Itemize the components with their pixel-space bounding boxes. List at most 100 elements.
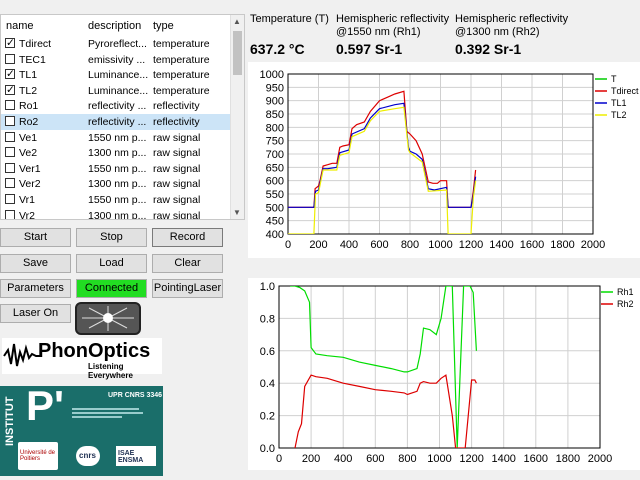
row-type: raw signal <box>153 131 201 144</box>
table-row[interactable]: Ve1 1550 nm p... raw signal <box>1 130 231 146</box>
record-button[interactable]: Record <box>152 228 223 247</box>
table-row[interactable]: ✓ TL2 Luminance... temperature <box>1 83 231 99</box>
x-tick-label: 200 <box>302 453 320 465</box>
row-checkbox[interactable] <box>5 194 15 204</box>
row-name: Vr2 <box>19 209 35 220</box>
table-row[interactable]: Vr1 1550 nm p... raw signal <box>1 192 231 208</box>
y-tick-label: 550 <box>266 189 284 201</box>
table-row[interactable]: Vr2 1300 nm p... raw signal <box>1 208 231 220</box>
table-row[interactable]: Ro2 reflectivity ... reflectivity <box>1 114 231 130</box>
scroll-down-icon[interactable]: ▼ <box>233 208 241 217</box>
parameters-button[interactable]: Parameters <box>0 279 71 298</box>
x-tick-label: 600 <box>366 453 384 465</box>
row-description: 1300 nm p... <box>88 209 147 220</box>
institut-text: INSTITUT <box>4 396 16 447</box>
row-checkbox[interactable] <box>5 116 15 126</box>
save-button[interactable]: Save <box>0 254 71 273</box>
x-tick-label: 2000 <box>588 453 612 465</box>
row-type: reflectivity <box>153 116 200 128</box>
header-description[interactable]: description <box>88 20 142 32</box>
table-row[interactable]: Ro1 reflectivity ... reflectivity <box>1 98 231 114</box>
row-description: reflectivity ... <box>88 116 147 128</box>
header-type[interactable]: type <box>153 20 174 32</box>
isae-ensma-text: ISAE ENSMA <box>118 450 144 464</box>
row-checkbox[interactable] <box>5 178 15 189</box>
reflectivity-chart[interactable]: 0 200 400 600 800 1000 1200 1400 1600 1800 2000 0.0… <box>248 278 640 470</box>
stop-button[interactable]: Stop <box>76 228 147 247</box>
row-description: reflectivity ... <box>88 100 147 113</box>
phonoptics-logo: PhonOptics Listening Everywhere <box>2 338 162 380</box>
list-header: name description type <box>1 15 231 35</box>
x-tick-label: 0 <box>285 239 291 251</box>
y-tick-label: 0.0 <box>260 443 275 455</box>
phonoptics-text: PhonOptics <box>38 340 151 362</box>
rh1-label-line1: Hemispheric reflectivity <box>336 13 450 25</box>
table-row[interactable]: Ve2 1300 nm p... raw signal <box>1 145 231 161</box>
x-tick-label: 1800 <box>556 453 580 465</box>
row-checkbox[interactable] <box>5 53 15 64</box>
row-description: 1300 nm p... <box>88 147 147 160</box>
x-tick-label: 600 <box>370 239 388 251</box>
header-name[interactable]: name <box>6 20 34 32</box>
row-description: 1550 nm p... <box>88 194 147 206</box>
x-tick-label: 1000 <box>428 239 452 251</box>
table-row[interactable]: TEC1 emissivity ... temperature <box>1 52 231 68</box>
x-tick-label: 800 <box>401 239 419 251</box>
y-tick-label: 0.4 <box>260 378 275 390</box>
y-tick-label: 950 <box>266 82 284 94</box>
y-tick-label: 650 <box>266 162 284 174</box>
laser-indicator[interactable] <box>75 302 141 335</box>
row-checkbox[interactable] <box>5 147 15 158</box>
y-tick-label: 700 <box>266 149 284 161</box>
temperature-chart[interactable]: 0 200 400 600 800 1000 1200 1400 1600 1800 2000 400… <box>248 62 640 258</box>
laser-on-button[interactable]: Laser On <box>0 304 71 323</box>
legend-label-t: T <box>611 74 617 84</box>
row-description: 1550 nm p... <box>88 162 147 175</box>
clear-button[interactable]: Clear <box>152 254 223 273</box>
row-type: raw signal <box>153 178 201 191</box>
load-button[interactable]: Load <box>76 254 147 273</box>
row-type: raw signal <box>153 194 201 206</box>
y-tick-label: 0.6 <box>260 346 275 358</box>
upr-text: UPR CNRS 3346 <box>108 392 163 399</box>
legend-label-tl2: TL2 <box>611 110 627 120</box>
temperature-value: 637.2 °C <box>250 41 305 57</box>
row-checkbox[interactable] <box>5 100 15 111</box>
channel-list[interactable]: name description type ✓ Tdirect Pyroreflec… <box>0 14 245 220</box>
row-checkbox[interactable] <box>5 162 15 173</box>
row-name: Ver2 <box>19 178 41 191</box>
connected-status-button[interactable]: Connected <box>76 279 147 298</box>
list-scrollbar[interactable]: ▲ ▼ <box>230 15 244 219</box>
plot-frame <box>287 73 594 235</box>
row-name: Ro2 <box>19 116 39 128</box>
row-description: 1300 nm p... <box>88 178 147 191</box>
start-button[interactable]: Start <box>0 228 71 247</box>
rh2-label-line2: @1300 nm (Rh2) <box>455 26 540 38</box>
row-checkbox[interactable] <box>5 209 15 219</box>
table-row[interactable]: Ver1 1550 nm p... raw signal <box>1 161 231 177</box>
row-checkbox-checked[interactable]: ✓ <box>5 69 15 80</box>
row-description: Luminance... <box>88 69 149 82</box>
scroll-up-icon[interactable]: ▲ <box>233 17 241 26</box>
row-checkbox-checked[interactable]: ✓ <box>5 84 15 95</box>
row-description: Pyroreflect... <box>88 38 147 50</box>
pointing-laser-button[interactable]: PointingLaser <box>152 279 223 298</box>
table-row[interactable]: Ver2 1300 nm p... raw signal <box>1 176 231 192</box>
row-name: TEC1 <box>19 53 46 66</box>
row-checkbox-checked[interactable]: ✓ <box>5 38 15 48</box>
table-row[interactable]: ✓ Tdirect Pyroreflect... temperature <box>1 36 231 52</box>
legend-label-tdirect: Tdirect <box>611 86 639 96</box>
x-tick-label: 400 <box>340 239 358 251</box>
table-row[interactable]: ✓ TL1 Luminance... temperature <box>1 67 231 83</box>
cnrs-logo: cnrs <box>76 446 100 466</box>
x-tick-label: 1200 <box>459 453 483 465</box>
plot-frame <box>278 285 601 449</box>
row-name: Ve2 <box>19 147 38 160</box>
row-description: Luminance... <box>88 84 149 97</box>
scroll-thumb[interactable] <box>233 31 242 75</box>
y-tick-label: 0.8 <box>260 313 275 325</box>
series-line-tl2 <box>288 106 477 234</box>
legend-label-tl1: TL1 <box>611 98 627 108</box>
x-tick-label: 200 <box>309 239 327 251</box>
row-checkbox[interactable] <box>5 131 15 142</box>
